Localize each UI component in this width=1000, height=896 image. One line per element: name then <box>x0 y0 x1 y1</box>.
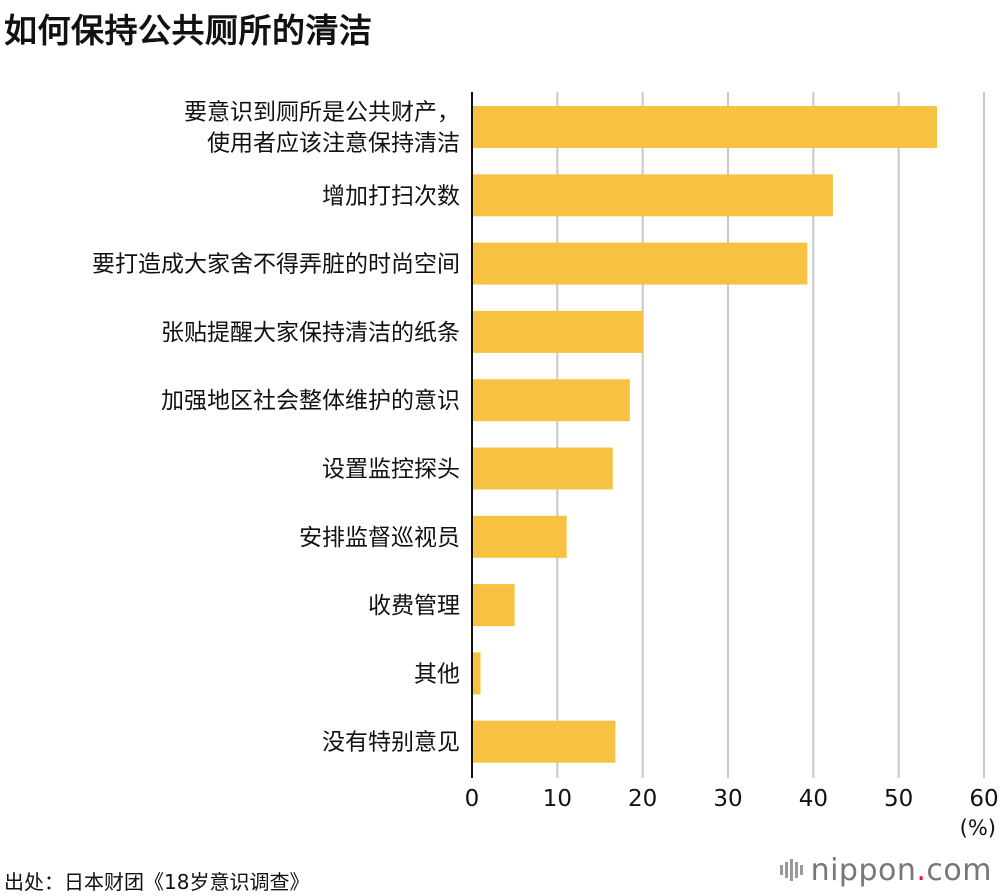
category-label-8: 收费管理 <box>368 593 460 619</box>
category-label-4: 张贴提醒大家保持清洁的纸条 <box>161 320 460 346</box>
bar-6 <box>472 447 613 490</box>
category-label-2: 增加打扫次数 <box>322 183 460 209</box>
bars <box>472 106 938 763</box>
bar-5 <box>472 379 630 422</box>
bar-2 <box>472 174 833 217</box>
x-axis-ticks: 0 10 20 30 40 50 60 <box>465 786 999 812</box>
x-tick-label-60: 60 <box>969 786 998 812</box>
source-note: 出处：日本财团《18岁意识调查》 <box>4 870 310 894</box>
bar-9 <box>472 652 481 695</box>
chart-title: 如何保持公共厕所的清洁 <box>4 11 373 50</box>
bar-7 <box>472 515 567 558</box>
x-tick-label-30: 30 <box>713 786 742 812</box>
x-tick-label-40: 40 <box>799 786 828 812</box>
x-tick-label-10: 10 <box>543 786 572 812</box>
logo-dot: . <box>916 852 927 888</box>
category-labels: 要意识到厕所是公共财产， 使用者应该注意保持清洁增加打扫次数要打造成大家舍不得弄脏… <box>92 100 460 756</box>
category-label-7: 安排监督巡视员 <box>299 525 460 551</box>
category-label-1-line-2: 使用者应该注意保持清洁 <box>207 131 460 157</box>
bar-1 <box>472 106 938 148</box>
logo-bars-icon <box>779 859 803 881</box>
category-label-5: 加强地区社会整体维护的意识 <box>161 388 460 414</box>
category-label-9: 其他 <box>414 661 460 687</box>
x-tick-label-20: 20 <box>628 786 657 812</box>
category-label-1-line-1: 要意识到厕所是公共财产， <box>184 100 460 126</box>
category-label-10: 没有特别意见 <box>322 730 460 756</box>
category-label-3: 要打造成大家舍不得弄脏的时尚空间 <box>92 252 460 278</box>
x-tick-label-50: 50 <box>884 786 913 812</box>
bar-10 <box>472 720 616 763</box>
nippon-logo: nippon.com <box>779 852 992 888</box>
x-tick-label-0: 0 <box>465 786 480 812</box>
category-label-6: 设置监控探头 <box>322 457 460 483</box>
bar-8 <box>472 584 515 627</box>
bar-4 <box>472 310 644 353</box>
x-axis-unit: (%) <box>960 816 996 840</box>
logo-tld: com <box>926 852 992 888</box>
bar-3 <box>472 242 808 285</box>
logo-name: nippon <box>810 852 917 888</box>
